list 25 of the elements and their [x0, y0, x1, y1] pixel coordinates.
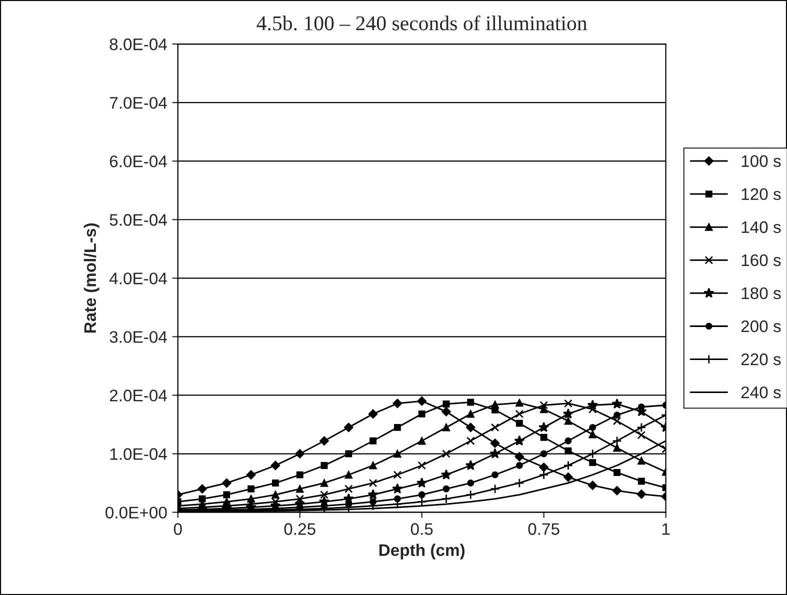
x-tick-label: 0.25 — [284, 523, 316, 535]
y-tick-label: 5.0E-04 — [110, 214, 167, 226]
x-tick-label: 0.75 — [528, 523, 560, 535]
x-tick-label: 0 — [174, 523, 182, 535]
legend-label: 100 s — [742, 155, 781, 168]
legend-label: 120 s — [742, 188, 781, 200]
x-tick-label: 0.5 — [410, 523, 433, 535]
legend-label: 200 s — [741, 320, 781, 332]
y-tick-label: 8.0E-04 — [110, 38, 167, 50]
y-tick-label: 6.0E-04 — [110, 155, 167, 168]
x-tick-label: 1 — [662, 523, 670, 535]
legend-label: 160 s — [742, 254, 781, 266]
y-axis-title: Rate (mol/L-s) — [84, 223, 100, 333]
legend-label: 220 s — [741, 353, 781, 366]
y-tick-label: 7.0E-04 — [110, 96, 167, 109]
chart-title: 4.5b. 100 – 240 seconds of illumination — [256, 15, 588, 30]
x-axis-title: Depth (cm) — [379, 544, 465, 560]
y-tick-label: 0.0E+00 — [106, 506, 167, 518]
y-tick-label: 2.0E-04 — [110, 390, 167, 402]
y-tick-label: 1.0E-04 — [110, 448, 167, 460]
legend-label: 240 s — [741, 386, 781, 398]
legend-label: 180 s — [742, 287, 781, 300]
y-tick-label: 4.0E-04 — [109, 272, 167, 284]
legend-label: 140 s — [742, 221, 781, 234]
y-tick-label: 3.0E-04 — [110, 331, 167, 343]
